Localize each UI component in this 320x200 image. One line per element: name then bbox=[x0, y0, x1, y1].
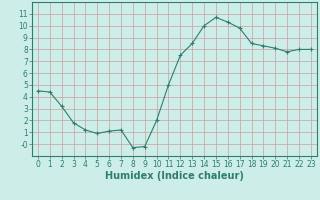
X-axis label: Humidex (Indice chaleur): Humidex (Indice chaleur) bbox=[105, 171, 244, 181]
